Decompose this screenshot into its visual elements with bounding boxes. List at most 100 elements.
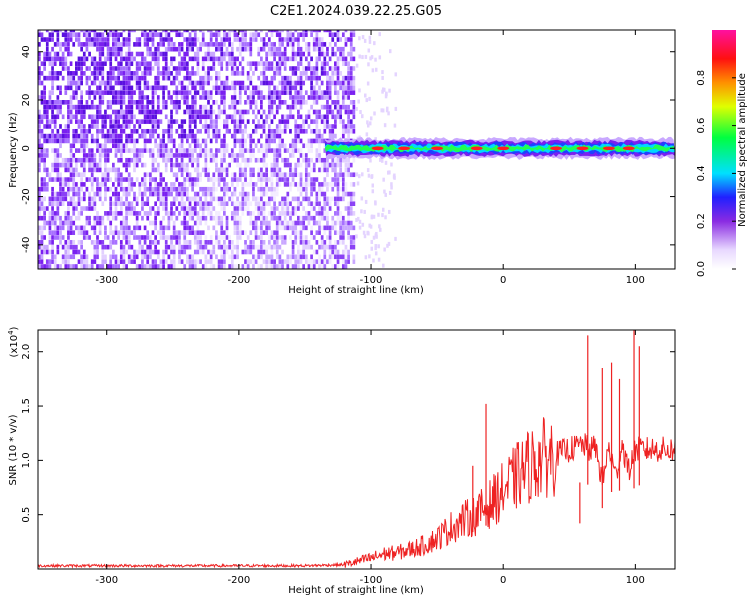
spectrogram-cell (318, 46, 321, 52)
spectrogram-cell (48, 138, 52, 144)
spectrogram-speckle (367, 62, 370, 67)
spectrogram-cell (289, 220, 292, 226)
spectrogram-cell (294, 37, 298, 42)
spectrogram-cell (230, 95, 234, 100)
spectrogram-cell (154, 46, 157, 52)
spectrogram-cell (93, 138, 97, 144)
spectrogram-cell (212, 66, 216, 71)
spectrogram-cell (339, 172, 343, 178)
spectrogram-cell (149, 240, 152, 245)
spectrogram-cell (183, 191, 187, 197)
spectrogram-speckle (381, 70, 384, 75)
spectrogram-cell (297, 162, 300, 168)
spectrogram-cell (72, 191, 76, 197)
spectrogram-cell (228, 162, 232, 168)
signal-hotspot (470, 146, 483, 151)
spectrogram-cell (312, 177, 316, 182)
spectrogram-cell (40, 37, 44, 42)
spectrogram-cell (75, 191, 78, 197)
spectrogram-cell (193, 182, 197, 187)
spectrogram-cell (257, 124, 261, 129)
spectrogram-cell (220, 172, 224, 178)
spectrogram-speckle (366, 81, 370, 86)
spectrogram-cell (146, 109, 150, 115)
spectrogram-cell (64, 177, 68, 182)
spectrogram-cell (212, 191, 216, 197)
spectrogram-cell (125, 51, 128, 57)
spectrogram-speckle (364, 54, 368, 59)
spectrogram-cell (236, 264, 239, 269)
spectrogram-cell (323, 138, 327, 144)
spectrogram-cell (51, 186, 54, 192)
spectrogram-cell (310, 225, 313, 231)
spectrogram-cell (349, 30, 353, 33)
spectrogram-cell (90, 71, 94, 76)
snr-x-tick-label: -300 (95, 575, 118, 586)
spectrogram-cell (98, 148, 102, 153)
spectrogram-cell (59, 124, 62, 129)
spectrogram-cell (80, 177, 83, 182)
spectrogram-cell (61, 254, 65, 260)
spectrogram-cell (67, 191, 70, 197)
spectrogram-cell (193, 119, 197, 124)
spectrogram-cell (320, 61, 324, 66)
spectrogram-cell (183, 235, 187, 240)
spectrogram-cell (244, 90, 247, 95)
spectrogram-cell (233, 37, 237, 42)
spectrogram-cell (315, 100, 319, 105)
spectrogram-cell (286, 80, 290, 86)
spectrogram-cell (334, 100, 337, 105)
spectrogram-x-tick-label: -100 (360, 275, 383, 286)
spectrogram-cell (109, 240, 113, 245)
spectrogram-cell (275, 90, 279, 95)
spectrogram-cell (249, 215, 253, 221)
spectrogram-cell (201, 138, 205, 144)
spectrogram-cell (125, 148, 128, 153)
spectrogram-cell (98, 100, 102, 105)
spectrogram-cell (48, 104, 52, 110)
spectrogram-cell (249, 66, 253, 71)
spectrogram-cell (304, 90, 308, 95)
spectrogram-cell (347, 167, 350, 173)
spectrogram-cell (75, 162, 78, 168)
spectrogram-cell (67, 138, 70, 144)
spectrogram-cell (334, 32, 337, 38)
spectrogram-cell (88, 124, 91, 129)
spectrogram-cell (90, 30, 94, 33)
spectrogram-cell (183, 30, 187, 33)
spectrogram-cell (149, 100, 152, 105)
spectrogram-cell (149, 177, 152, 182)
spectrogram-cell (48, 37, 52, 42)
spectrogram-cell (151, 206, 155, 211)
spectrogram-cell (98, 196, 102, 202)
spectrogram-cell (212, 157, 216, 163)
spectrogram-cell (188, 177, 192, 182)
spectrogram-cell (236, 230, 239, 235)
spectrogram-cell (149, 220, 152, 226)
spectrogram-cell (114, 95, 118, 100)
spectrogram-cell (167, 95, 171, 100)
spectrogram-cell (69, 109, 73, 115)
spectrogram-cell (101, 249, 105, 255)
spectrogram-cell (252, 71, 255, 76)
spectrogram-cell (220, 186, 224, 192)
spectrogram-cell (112, 249, 115, 255)
spectrogram-cell (352, 244, 356, 250)
spectrogram-cell (156, 51, 160, 57)
spectrogram-cell (125, 80, 128, 86)
spectrogram-cell (252, 32, 255, 38)
spectrogram-cell (180, 119, 184, 124)
spectrogram-cell (82, 172, 86, 178)
spectrogram-cell (328, 230, 332, 235)
spectrogram-cell (96, 240, 99, 245)
spectrogram-cell (278, 51, 282, 57)
spectrogram-speckle (370, 174, 374, 179)
spectrogram-cell (43, 167, 46, 173)
spectrogram-cell (283, 157, 287, 163)
spectrogram-cell (328, 249, 332, 255)
spectrogram-cell (273, 51, 276, 57)
spectrogram-cell (151, 51, 155, 57)
spectrogram-cell (331, 124, 335, 129)
spectrogram-cell (336, 230, 340, 235)
spectrogram-cell (93, 244, 97, 250)
